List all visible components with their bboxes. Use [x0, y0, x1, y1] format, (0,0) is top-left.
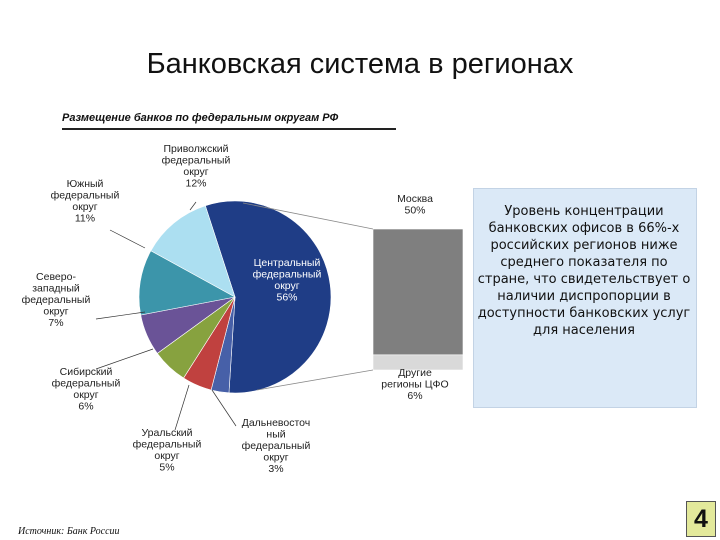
leader-line-дальневосточ: [211, 389, 237, 427]
leader-line-северо: [95, 311, 146, 320]
chart-title: Размещение банков по федеральным округам…: [62, 112, 339, 124]
page-number: 4: [686, 501, 716, 537]
slice-label-северо: Северо-западный федеральный округ 7%: [22, 271, 91, 329]
source-note: Источник: Банк России: [18, 526, 120, 537]
slice-label-дальневосточ: Дальневосточ ный федеральный округ 3%: [242, 417, 311, 475]
chart-title-underline: [62, 128, 396, 130]
pie-slice-южный: [138, 250, 236, 316]
connector-top-line: [242, 202, 374, 230]
slice-label-центральный: Центральный федеральный округ 56%: [253, 257, 322, 304]
slice-label-приволжский: Приволжский федеральный округ 12%: [162, 143, 231, 190]
pie-slice-приволжский: [150, 205, 236, 298]
leader-line-уральский: [174, 384, 190, 431]
breakdown-label-other-cfo: Другие регионы ЦФО 6%: [381, 367, 448, 402]
slice-label-уральский: Уральский федеральный округ 5%: [133, 427, 202, 474]
slide-title: Банковская система в регионах: [146, 48, 574, 80]
leader-line-южный: [109, 229, 146, 249]
info-box: [473, 188, 697, 408]
info-text: Уровень концентрации банковских офисов в…: [477, 204, 691, 338]
pie-slice-центральный: [204, 200, 332, 394]
breakdown-segment-other-cfo: [372, 354, 464, 371]
slice-label-сибирский: Сибирский федеральный округ 6%: [52, 366, 121, 413]
connector-bottom-line: [256, 369, 374, 391]
breakdown-label-moscow: Москва 50%: [397, 193, 433, 217]
leader-line-приволжский: [189, 201, 197, 211]
slice-label-южный: Южный федеральный округ 11%: [51, 178, 120, 225]
leader-line-сибирский: [95, 348, 154, 370]
breakdown-segment-moscow: [372, 228, 464, 356]
